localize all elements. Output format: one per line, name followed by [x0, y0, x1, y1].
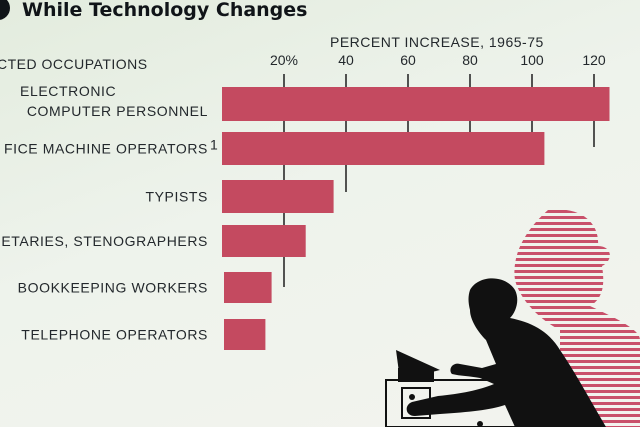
bar-1	[222, 132, 545, 165]
category-label-3-0: RETARIES, STENOGRAPHERS	[0, 233, 208, 249]
chart-title: While Technology Changes	[22, 0, 307, 21]
striped-silhouette-icon	[514, 209, 640, 427]
category-label-0-1: COMPUTER PERSONNEL	[27, 103, 208, 119]
title-bullet-icon	[0, 0, 10, 20]
category-label-5-0: TELEPHONE OPERATORS	[21, 327, 208, 343]
bar-4	[224, 272, 272, 303]
woman-silhouette-icon	[406, 278, 606, 427]
footnote-marker: 1	[210, 137, 218, 153]
bar-0	[222, 87, 610, 121]
bar-3	[222, 225, 306, 257]
tick-labels: 20% 40 60 80 100 120	[270, 52, 606, 68]
tick-label-4: 100	[520, 52, 544, 68]
tick-label-3: 80	[462, 52, 478, 68]
bar-2	[222, 180, 334, 213]
category-axis-title: CTED OCCUPATIONS	[0, 56, 148, 72]
category-label-4-0: BOOKKEEPING WORKERS	[18, 280, 208, 296]
tick-label-2: 60	[400, 52, 416, 68]
tick-label-0: 20%	[270, 52, 298, 68]
bar-5	[224, 319, 266, 350]
tick-label-1: 40	[338, 52, 354, 68]
bars	[222, 87, 610, 350]
tick-label-5: 120	[582, 52, 606, 68]
category-label-0-0: ELECTRONIC	[20, 83, 116, 99]
value-axis-title: PERCENT INCREASE, 1965-75	[330, 34, 544, 50]
category-label-2-0: TYPISTS	[145, 189, 208, 205]
category-label-1-0: FICE MACHINE OPERATORS	[4, 141, 208, 157]
category-labels: ELECTRONIC COMPUTER PERSONNEL FICE MACHINE…	[0, 83, 218, 343]
